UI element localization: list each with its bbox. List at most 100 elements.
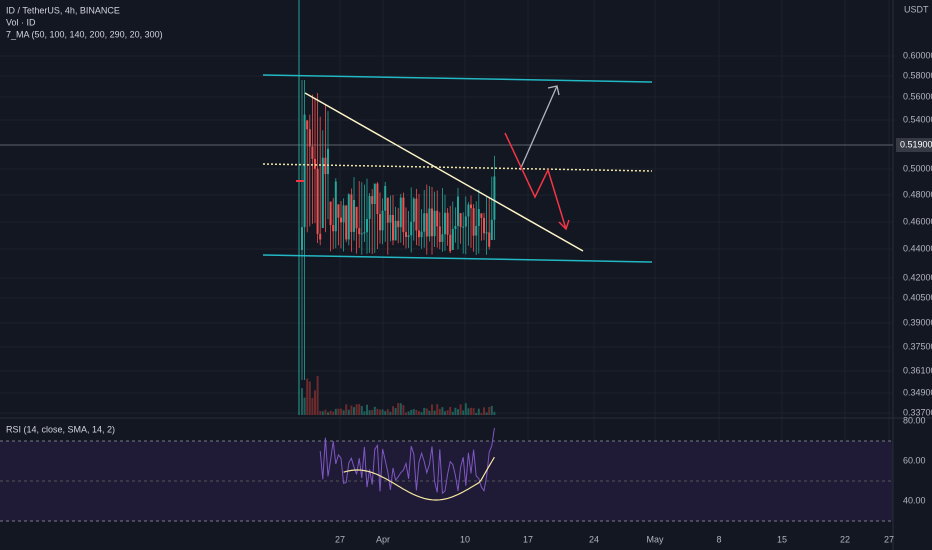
body	[340, 217, 342, 223]
ma-label[interactable]: 7_MA (50, 100, 140, 200, 290, 20, 300)	[6, 29, 163, 39]
body	[368, 196, 371, 219]
body	[433, 210, 436, 237]
volume-bar	[485, 412, 488, 415]
channel-top	[262, 74, 653, 83]
body	[475, 225, 478, 236]
body	[386, 197, 389, 223]
volume-bar	[386, 409, 389, 415]
body	[412, 198, 415, 222]
body	[355, 206, 358, 229]
body	[308, 129, 311, 147]
last-price: 0.51900	[900, 139, 932, 149]
volume-bar	[360, 406, 363, 415]
body	[418, 230, 420, 238]
volume-bar	[459, 404, 462, 415]
body	[394, 220, 397, 241]
bear-arrow-head	[558, 219, 570, 231]
body	[314, 158, 316, 169]
volume	[301, 375, 496, 415]
body	[399, 197, 402, 228]
body	[363, 232, 366, 234]
volume-bar	[472, 408, 475, 415]
bull-arrow	[519, 85, 558, 171]
volume-bar	[454, 407, 457, 415]
volume-bar	[399, 403, 402, 415]
body	[324, 157, 327, 175]
body	[342, 205, 345, 223]
time-label: 27	[884, 534, 894, 544]
body	[454, 225, 457, 229]
rsi-axis-label: 80.00	[903, 415, 926, 425]
volume-bar	[319, 411, 322, 415]
volume-bar	[334, 408, 337, 415]
volume-bar	[428, 410, 431, 415]
volume-bar	[358, 404, 361, 415]
volume-bar	[415, 409, 418, 415]
body	[431, 208, 433, 237]
body	[373, 183, 376, 205]
time-label: 27	[335, 534, 345, 544]
currency: USDT	[904, 4, 929, 14]
body	[425, 213, 428, 237]
body	[407, 235, 410, 237]
volume-bar	[355, 404, 358, 415]
bear-path	[504, 132, 567, 230]
rsi-line	[319, 427, 495, 495]
body	[490, 219, 493, 240]
volume-bar	[480, 412, 483, 415]
volume-bar	[483, 407, 485, 415]
volume-bar	[379, 409, 381, 415]
body	[446, 212, 449, 235]
body	[371, 196, 374, 205]
volume-bar	[412, 409, 415, 415]
body	[319, 233, 322, 240]
volume-bar	[353, 407, 355, 415]
volume-bar	[392, 406, 394, 415]
body	[327, 148, 329, 175]
body	[480, 213, 483, 218]
volume-bar	[402, 405, 405, 415]
body	[397, 220, 400, 228]
volume-bar	[337, 408, 340, 415]
body	[337, 204, 340, 218]
body	[420, 231, 423, 238]
body	[464, 216, 467, 227]
volume-bar	[436, 404, 439, 415]
volume-bar	[311, 397, 314, 415]
volume-bar	[407, 411, 410, 415]
body	[311, 146, 314, 159]
rsi-axis-label: 60.00	[903, 455, 926, 465]
volume-bar	[314, 390, 316, 415]
body	[405, 232, 407, 237]
body	[436, 210, 439, 227]
rsi-label[interactable]: RSI (14, close, SMA, 14, 2)	[6, 424, 115, 434]
body	[379, 214, 381, 231]
bull-arrow-head	[547, 85, 560, 96]
volume-bar	[394, 408, 397, 415]
body	[477, 209, 480, 226]
volume-bar	[457, 409, 459, 415]
volume-bar	[462, 410, 465, 415]
body	[441, 234, 444, 242]
volume-bar	[467, 408, 470, 415]
volume-bar	[345, 404, 348, 415]
body	[358, 228, 361, 235]
body	[303, 114, 306, 228]
body	[488, 232, 491, 247]
volume-bar	[324, 409, 327, 415]
volume-bar	[493, 411, 496, 415]
body	[451, 228, 454, 250]
volume-bar	[425, 408, 428, 415]
symbol[interactable]: ID / TetherUS, 4h, BINANCE	[6, 5, 120, 15]
body	[459, 213, 462, 227]
volume-bar	[350, 405, 353, 415]
volume-label[interactable]: Vol · ID	[6, 17, 36, 27]
